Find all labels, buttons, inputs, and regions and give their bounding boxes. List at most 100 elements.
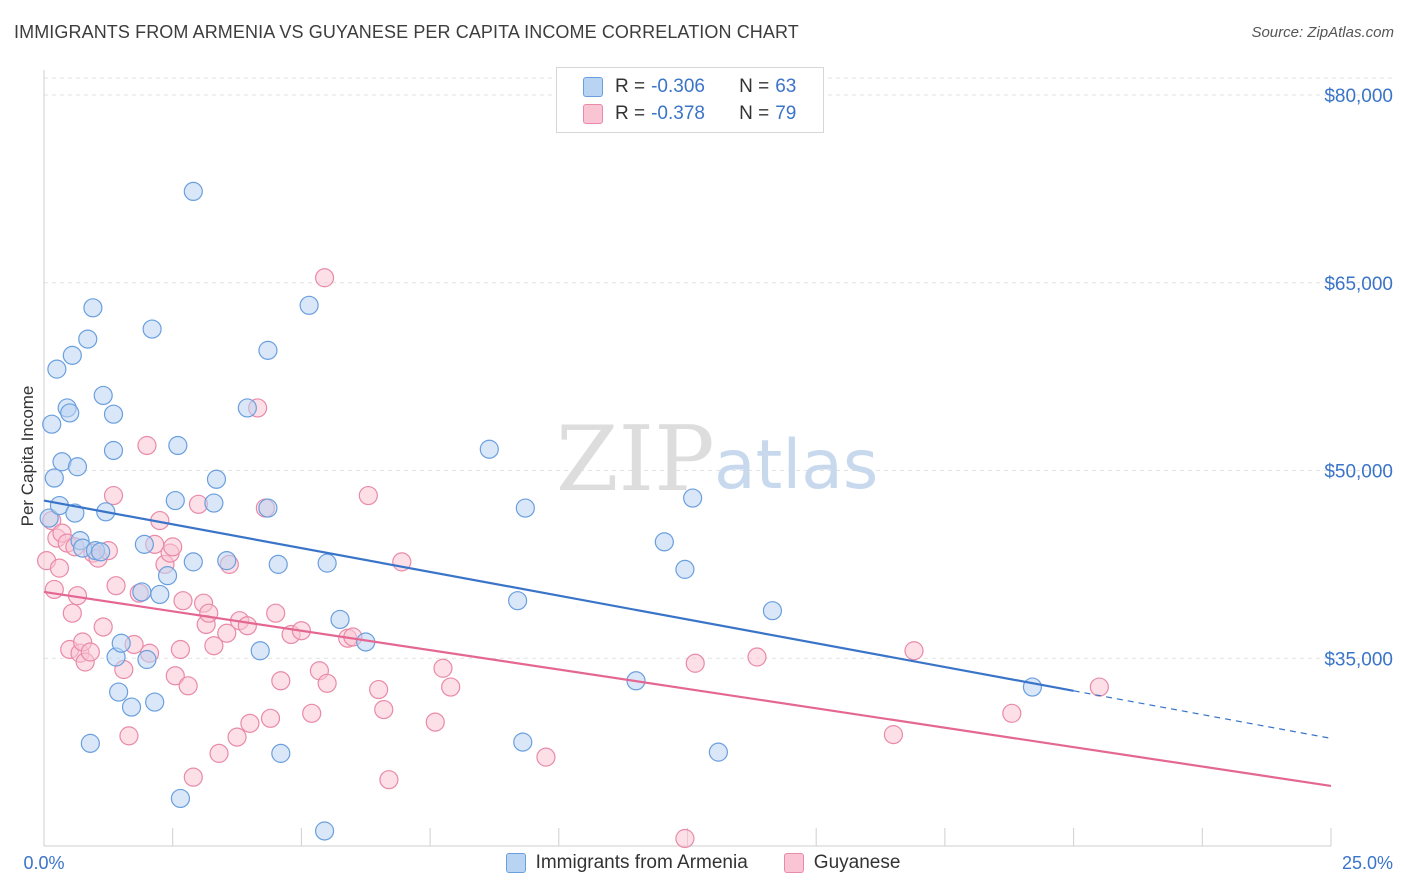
watermark-atlas: atlas bbox=[714, 426, 878, 505]
legend-item-armenia[interactable]: Immigrants from Armenia bbox=[505, 852, 748, 874]
armenia-point bbox=[142, 319, 162, 339]
armenia-point bbox=[165, 490, 185, 511]
guyanese-point bbox=[62, 603, 82, 623]
grid bbox=[44, 77, 1393, 659]
x-tick-label-min: 0.0% bbox=[23, 853, 64, 873]
legend-n-label: N = bbox=[739, 76, 770, 97]
armenia-point bbox=[91, 542, 111, 562]
y-tick-label: $65,000 bbox=[1324, 274, 1393, 295]
armenia-point bbox=[93, 385, 113, 406]
armenia-point bbox=[299, 295, 319, 315]
legend-swatch-blue bbox=[505, 853, 526, 873]
armenia-point bbox=[121, 697, 142, 717]
series-legend: Immigrants from Armenia Guyanese bbox=[0, 852, 1406, 874]
legend-label-guyanese: Guyanese bbox=[813, 852, 901, 873]
armenia-point bbox=[508, 591, 528, 611]
x-tick-label-max: 25.0% bbox=[1342, 853, 1393, 873]
armenia-point bbox=[103, 404, 124, 424]
armenia-point bbox=[42, 414, 62, 434]
source-label: Source: ZipAtlas.com bbox=[1251, 24, 1394, 41]
legend-r-value: -0.306 bbox=[651, 76, 705, 97]
legend-item-guyanese[interactable]: Guyanese bbox=[783, 852, 901, 874]
armenia-point bbox=[44, 468, 64, 488]
armenia-point bbox=[80, 733, 100, 753]
legend-r-value: -0.378 bbox=[651, 103, 705, 124]
guyanese-point bbox=[163, 537, 183, 557]
armenia-point bbox=[62, 345, 82, 365]
guyanese-point bbox=[204, 636, 224, 656]
armenia-point bbox=[204, 493, 224, 513]
guyanese-point bbox=[883, 725, 904, 745]
armenia-point bbox=[271, 743, 291, 763]
guyanese-point bbox=[217, 623, 237, 643]
armenia-point bbox=[103, 440, 124, 461]
legend-n-label: N = bbox=[739, 103, 770, 124]
guyanese-point bbox=[358, 485, 378, 506]
armenia-point bbox=[65, 503, 85, 523]
guyanese-point bbox=[379, 770, 399, 790]
guyanese-point bbox=[433, 658, 453, 678]
y-axis-label: Per Capita Income bbox=[18, 385, 37, 527]
guyanese-point bbox=[49, 558, 70, 578]
guyanese-point bbox=[240, 713, 260, 733]
armenia-trend-line bbox=[43, 499, 1074, 692]
legend-n-value: 79 bbox=[775, 103, 797, 124]
guyanese-point bbox=[93, 617, 113, 637]
armenia-point bbox=[170, 788, 191, 809]
guyanese-point bbox=[675, 828, 695, 849]
armenia-point bbox=[39, 508, 59, 528]
armenia-point bbox=[762, 601, 783, 621]
guyanese-point bbox=[260, 708, 281, 728]
guyanese-point bbox=[119, 726, 139, 746]
armenia-point bbox=[111, 633, 131, 653]
armenia-point bbox=[150, 584, 170, 605]
guyanese-point bbox=[178, 676, 198, 696]
armenia-point bbox=[60, 403, 80, 423]
armenia-point bbox=[654, 532, 674, 552]
guyanese-point bbox=[227, 727, 247, 747]
armenia-point bbox=[134, 534, 154, 554]
guyanese-point bbox=[103, 485, 124, 506]
guyanese-point bbox=[44, 579, 64, 600]
guyanese-point bbox=[271, 671, 291, 691]
armenia-point bbox=[183, 552, 203, 572]
armenia-point bbox=[47, 359, 67, 379]
armenia-point bbox=[183, 181, 203, 202]
guyanese-point bbox=[170, 639, 191, 660]
armenia-point bbox=[314, 821, 335, 841]
guyanese-point bbox=[165, 666, 185, 686]
guyanese-point bbox=[314, 268, 335, 288]
armenia-point bbox=[137, 649, 157, 670]
guyanese-point bbox=[374, 699, 394, 720]
armenia-point bbox=[109, 682, 129, 702]
guyanese-point bbox=[183, 767, 203, 787]
guyanese-point bbox=[441, 677, 461, 697]
armenia-point bbox=[132, 582, 152, 602]
legend-row-armenia: R = -0.306 N = 63 bbox=[583, 75, 796, 99]
armenia-point bbox=[1022, 677, 1043, 697]
armenia-point bbox=[237, 398, 257, 418]
chart-title: IMMIGRANTS FROM ARMENIA VS GUYANESE PER … bbox=[14, 22, 799, 42]
armenia-point bbox=[168, 435, 188, 456]
armenia-trend-extension bbox=[1073, 690, 1332, 739]
armenia-point bbox=[206, 469, 227, 489]
trend-lines bbox=[43, 499, 1332, 788]
armenia-point bbox=[258, 498, 278, 518]
guyanese-point bbox=[80, 642, 100, 662]
tick-labels: $35,000 $50,000 $65,000 $80,000 0.0% 25.0% bbox=[23, 86, 1393, 873]
armenia-point bbox=[67, 457, 88, 477]
armenia-point bbox=[708, 742, 728, 762]
legend-n-value: 63 bbox=[775, 76, 797, 97]
armenia-point bbox=[157, 566, 178, 586]
legend-row-guyanese: R = -0.378 N = 79 bbox=[583, 102, 796, 126]
armenia-points bbox=[39, 181, 1043, 841]
guyanese-point bbox=[302, 703, 322, 723]
armenia-point bbox=[515, 498, 535, 518]
armenia-point bbox=[330, 609, 350, 630]
guyanese-point bbox=[1002, 703, 1022, 723]
legend-swatch-blue bbox=[583, 77, 603, 97]
armenia-point bbox=[250, 641, 270, 661]
legend-swatch-pink bbox=[583, 104, 603, 124]
guyanese-point bbox=[137, 435, 157, 456]
